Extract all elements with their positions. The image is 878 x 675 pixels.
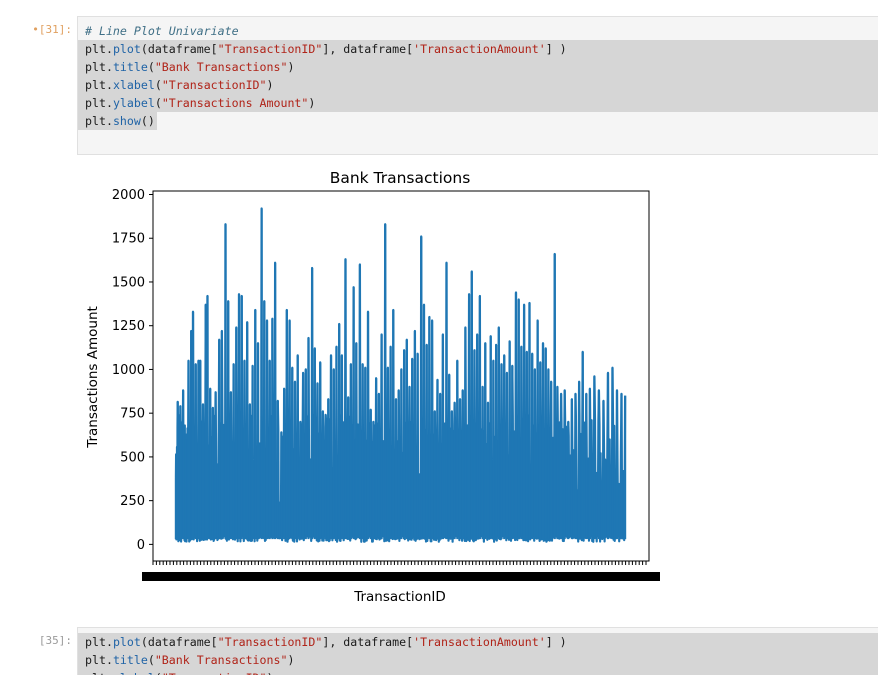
code-token: plt (85, 60, 106, 74)
code-token: "Bank Transactions" (154, 60, 288, 74)
code-token: (dataframe[ (140, 635, 218, 649)
code-line: # Line Plot Univariate (85, 22, 239, 40)
code-line: plt.plot(dataframe["TransactionID"], dat… (85, 40, 567, 58)
code-cell-input[interactable]: plt.plot(dataframe["TransactionID"], dat… (77, 627, 878, 675)
x-tick-labels (142, 572, 660, 581)
code-line: plt.title("Bank Transactions") (85, 651, 294, 669)
y-tick-label: 1250 (112, 319, 145, 334)
code-token: "Transactions Amount" (161, 96, 309, 110)
code-token: plt (85, 635, 106, 649)
selection-highlight (78, 651, 878, 669)
cell-prompt: [35]: (38, 634, 72, 647)
code-token: ( (147, 653, 155, 667)
selection-highlight (78, 76, 878, 94)
code-token: . (105, 78, 113, 92)
selection-highlight (78, 40, 878, 58)
code-token: . (105, 96, 113, 110)
code-token: xlabel (112, 78, 155, 92)
code-token: ylabel (112, 96, 155, 110)
y-tick-label: 2000 (112, 188, 145, 203)
code-token: title (112, 653, 148, 667)
code-line: plt.show() (85, 112, 155, 130)
code-token: xlabel (113, 671, 155, 675)
code-token: ( (147, 60, 155, 74)
code-token: () (140, 114, 155, 128)
code-token: plt (85, 42, 106, 56)
cell-prompt: •[31]: (32, 23, 72, 36)
code-line: plt.xlabel("TransactionID") (85, 76, 274, 94)
selection-highlight (78, 669, 878, 675)
code-token: title (112, 60, 148, 74)
code-token: plt (85, 96, 106, 110)
y-tick-label: 1000 (112, 363, 145, 378)
selection-highlight (78, 94, 878, 112)
code-token: "TransactionID" (161, 78, 267, 92)
y-tick-label: 250 (120, 494, 145, 509)
code-token: ) (308, 96, 316, 110)
code-token: plot (112, 635, 141, 649)
code-line: plt.title("Bank Transactions") (85, 58, 294, 76)
bank-transactions-line-chart: 0 250 500 750 1000 1250 1500 1750 2000 Bank Tran… (85, 169, 660, 605)
code-token: ], dataframe[ (322, 42, 414, 56)
code-token: plt (85, 78, 106, 92)
code-token: "TransactionID" (217, 42, 323, 56)
code-line: plt.plot(dataframe["TransactionID"], dat… (85, 633, 567, 651)
y-tick-label: 0 (137, 538, 145, 553)
code-token: ] ) (545, 635, 567, 649)
code-token: plt (85, 114, 106, 128)
code-token: . (105, 42, 113, 56)
y-tick-label: 500 (120, 450, 145, 465)
code-token: plt (85, 653, 106, 667)
code-token: ( (154, 96, 162, 110)
selection-highlight (78, 112, 157, 130)
chart-title: Bank Transactions (330, 169, 471, 187)
code-token: plot (112, 42, 141, 56)
code-line: plt.xlabel("TransactionID") (85, 669, 274, 675)
code-token: ], dataframe[ (322, 635, 414, 649)
code-token: plt (85, 671, 106, 675)
code-token: "Bank Transactions" (154, 653, 288, 667)
code-token: ( (155, 671, 162, 675)
selection-highlight (78, 58, 878, 76)
code-token: ) (266, 78, 274, 92)
code-cell-input[interactable]: # Line Plot Univariate plt.plot(dataframe… (77, 16, 878, 155)
code-token: 'TransactionAmount' (413, 42, 546, 56)
code-token: . (106, 671, 113, 675)
code-token: "TransactionID" (162, 671, 267, 675)
y-axis-label: Transactions Amount (85, 306, 101, 449)
code-token: "TransactionID" (217, 635, 323, 649)
code-token: ) (287, 60, 295, 74)
code-token: show (112, 114, 141, 128)
y-tick-label: 750 (120, 407, 145, 422)
code-token: . (105, 114, 113, 128)
code-token: 'TransactionAmount' (413, 635, 546, 649)
y-tick-label: 1500 (112, 275, 145, 290)
code-token: . (105, 60, 113, 74)
code-token: ) (267, 671, 274, 675)
x-axis-label: TransactionID (353, 589, 446, 605)
code-token: . (105, 653, 113, 667)
code-token: ( (154, 78, 162, 92)
code-line: plt.ylabel("Transactions Amount") (85, 94, 315, 112)
code-token: ] ) (545, 42, 567, 56)
code-token: # Line Plot Univariate (85, 24, 239, 38)
selection-highlight (78, 633, 878, 651)
y-tick-label: 1750 (112, 232, 145, 247)
code-token: ) (287, 653, 295, 667)
code-token: (dataframe[ (140, 42, 218, 56)
code-token: . (105, 635, 113, 649)
